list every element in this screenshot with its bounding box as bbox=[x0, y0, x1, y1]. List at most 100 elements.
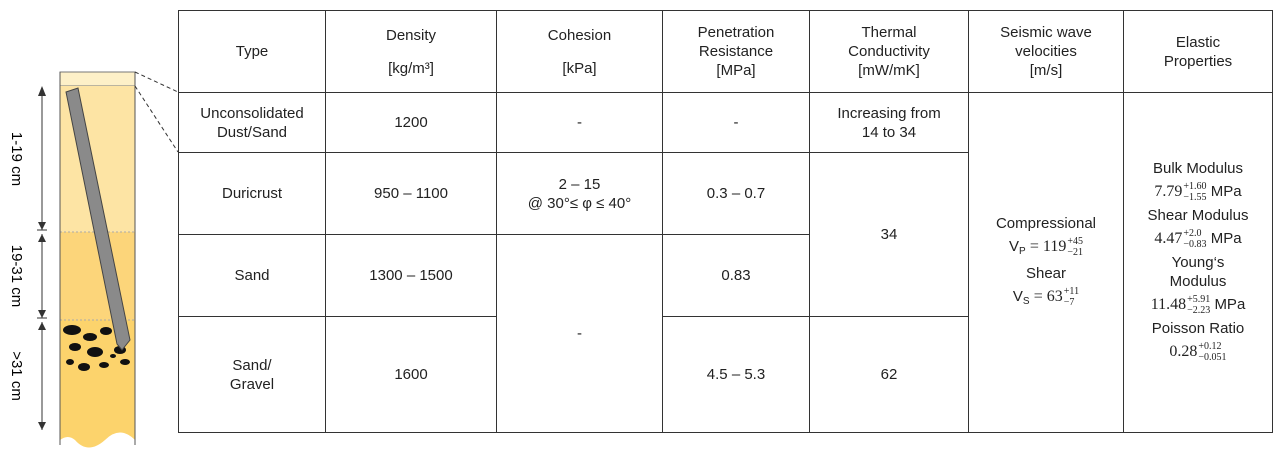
depth-label: 1-19 cm bbox=[8, 132, 25, 186]
header-text: Type bbox=[235, 43, 269, 60]
error: +5.91 −2.23 bbox=[1187, 294, 1210, 316]
type: Gravel bbox=[229, 375, 275, 393]
symbol-sub: P bbox=[1019, 246, 1026, 257]
header-text: Resistance bbox=[698, 43, 774, 60]
soil-diagram: 1-19 cm 19-31 cm >31 cm bbox=[8, 71, 178, 448]
symbol: V bbox=[1012, 287, 1023, 305]
header-cell: Type bbox=[178, 10, 326, 93]
cell: 62 bbox=[809, 316, 969, 433]
elastic-value: 0.28 +0.12 −0.051 bbox=[1128, 341, 1268, 363]
cell: 4.5 – 5.3 bbox=[662, 316, 810, 433]
unit: MPa bbox=[1210, 229, 1242, 247]
header-text: Penetration bbox=[697, 24, 775, 41]
cohesion: - bbox=[577, 325, 582, 342]
row: Sand/Gravel 1600 4.5 – 5.3 62 bbox=[178, 316, 1273, 433]
elastic-name: Poisson Ratio bbox=[1151, 320, 1245, 337]
plus: +2.0 bbox=[1183, 228, 1202, 239]
properties-table: Type Density [kg/m³] Cohesion [kPa] Penetr… bbox=[178, 10, 1273, 433]
header-cell: Seismic wave velocities [m/s] bbox=[968, 10, 1124, 93]
plus: +45 bbox=[1067, 236, 1083, 248]
cell: - bbox=[496, 92, 663, 153]
value: 11.48 bbox=[1150, 295, 1187, 313]
seismic-label: Shear bbox=[1025, 265, 1067, 282]
value: 0.28 bbox=[1169, 342, 1198, 360]
symbol: V bbox=[1009, 238, 1020, 255]
plus: +0.12 bbox=[1198, 341, 1222, 352]
minus: −1.55 bbox=[1183, 192, 1207, 203]
cohesion: - bbox=[577, 114, 582, 131]
elastic-cell: Bulk Modulus 7.79 +1.60 −1.55 MPa Shear Modu… bbox=[1123, 92, 1273, 433]
thermal: Increasing from bbox=[837, 104, 941, 122]
seismic-value: VS = 63 +11 −7 bbox=[973, 286, 1119, 311]
plus: +5.91 bbox=[1187, 294, 1211, 305]
minus: −2.23 bbox=[1187, 305, 1211, 316]
depth-label: >31 cm bbox=[8, 351, 25, 401]
seismic-label: Compressional bbox=[995, 215, 1097, 233]
elastic-value: 7.79 +1.60 −1.55 MPa bbox=[1128, 181, 1268, 203]
header-cell: Penetration Resistance [MPa] bbox=[662, 10, 810, 93]
thermal: 62 bbox=[880, 366, 898, 383]
minus: −21 bbox=[1067, 247, 1083, 259]
seismic-cell: Compressional VP = 119 +45 −21 Shear VS = … bbox=[968, 92, 1124, 433]
cell: 2 – 15 @ 30°≤ φ ≤ 40° bbox=[496, 152, 663, 235]
header-cell: Thermal Conductivity [mW/mK] bbox=[809, 10, 969, 93]
header-text: velocities bbox=[1015, 43, 1077, 60]
cell: Sand bbox=[178, 234, 326, 317]
header-unit: [mW/mK] bbox=[858, 62, 920, 79]
header-text: Seismic wave bbox=[1000, 24, 1092, 41]
error: +1.60 −1.55 bbox=[1183, 181, 1206, 203]
type: Sand bbox=[234, 267, 270, 284]
cell: 1200 bbox=[325, 92, 497, 153]
header-text: Conductivity bbox=[848, 43, 930, 60]
value: = 119 bbox=[1029, 238, 1067, 255]
plus: +11 bbox=[1063, 286, 1080, 297]
row: Duricrust 950 – 1100 2 – 15 @ 30°≤ φ ≤ 40… bbox=[178, 152, 1273, 317]
cell: 1300 – 1500 bbox=[325, 234, 497, 317]
unit: MPa bbox=[1214, 295, 1246, 313]
minus: −7 bbox=[1063, 297, 1075, 308]
plus: +1.60 bbox=[1183, 181, 1207, 192]
header-cell: Cohesion [kPa] bbox=[496, 10, 663, 93]
unit: MPa bbox=[1210, 182, 1242, 200]
cell: 950 – 1100 bbox=[325, 152, 497, 235]
header-text: Density bbox=[385, 26, 437, 44]
elastic-value: 11.48 +5.91 −2.23 MPa bbox=[1128, 294, 1268, 316]
cell: 0.83 bbox=[662, 234, 810, 317]
cell: Sand/Gravel bbox=[178, 316, 326, 433]
minus: −0.83 bbox=[1183, 239, 1207, 250]
cell: - bbox=[496, 234, 663, 433]
probe bbox=[65, 87, 131, 351]
header-cell: Density [kg/m³] bbox=[325, 10, 497, 93]
row: Unconsolidated Dust/Sand 1200 - - Increas… bbox=[178, 92, 1273, 433]
thermal: 34 bbox=[880, 226, 898, 243]
seismic-value: VP = 119 +45 −21 bbox=[973, 236, 1119, 261]
header-unit: [m/s] bbox=[1029, 62, 1063, 79]
cell: 0.3 – 0.7 bbox=[662, 152, 810, 235]
callout-line bbox=[134, 85, 178, 153]
cell: Duricrust bbox=[178, 152, 326, 235]
cell: - bbox=[662, 92, 810, 153]
depth-label: 19-31 cm bbox=[8, 245, 25, 308]
header-text: Thermal bbox=[861, 24, 917, 41]
callout-line bbox=[134, 71, 178, 93]
elastic-name: Young‘s bbox=[1171, 254, 1225, 271]
header-row: Type Density [kg/m³] Cohesion [kPa] Penetr… bbox=[178, 10, 1273, 93]
error: +2.0 −0.83 bbox=[1183, 228, 1206, 250]
header-text: Cohesion bbox=[547, 26, 612, 44]
cell: 1600 bbox=[325, 316, 497, 433]
header-unit: [kPa] bbox=[562, 59, 597, 77]
header-text: Elastic bbox=[1175, 33, 1221, 51]
type: Sand/ bbox=[232, 356, 272, 374]
elastic-name: Modulus bbox=[1169, 273, 1227, 290]
elastic-name: Bulk Modulus bbox=[1152, 160, 1244, 177]
surface-layer bbox=[59, 71, 136, 87]
error: +0.12 −0.051 bbox=[1198, 341, 1226, 363]
value: 7.79 bbox=[1154, 182, 1183, 200]
cell: 34 bbox=[809, 152, 969, 317]
row: Sand 1300 – 1500 - 0.83 bbox=[178, 234, 1273, 433]
symbol-sub: S bbox=[1022, 295, 1030, 307]
elastic-value: 4.47 +2.0 −0.83 MPa bbox=[1128, 228, 1268, 250]
cohesion: 2 – 15 bbox=[558, 175, 601, 193]
depth-arrows bbox=[37, 88, 47, 430]
